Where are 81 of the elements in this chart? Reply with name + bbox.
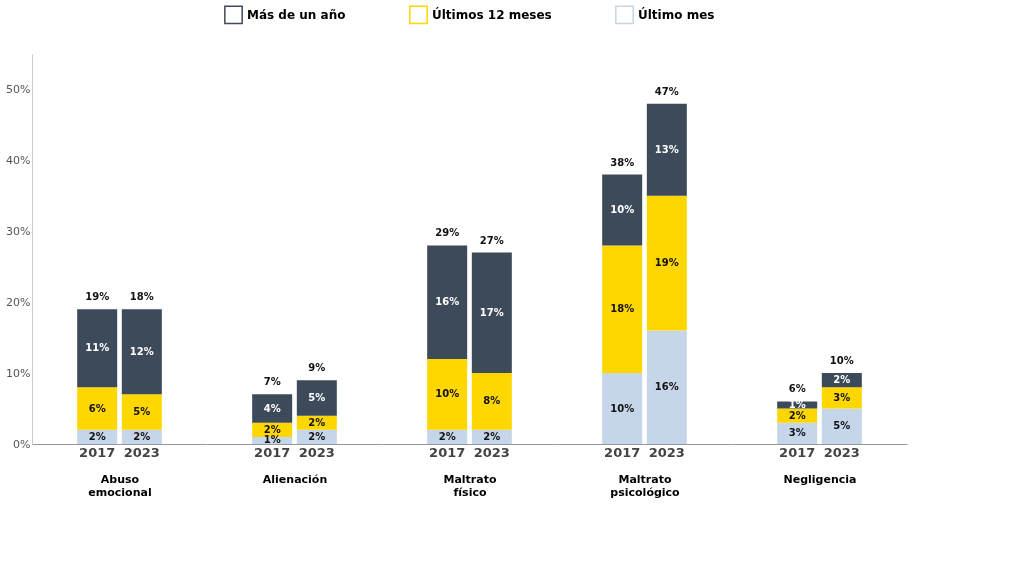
data-label: 2%	[308, 416, 326, 428]
bar	[427, 358, 468, 430]
bar	[471, 373, 512, 430]
data-label: 10%	[610, 204, 635, 215]
total-label: 47%	[654, 85, 679, 97]
bar	[427, 245, 468, 359]
total-label: 7%	[263, 376, 281, 388]
x-tick-label: 2017	[254, 444, 291, 460]
x-tick-label: 2017	[79, 444, 116, 460]
bar	[602, 174, 643, 246]
data-label: 17%	[479, 306, 504, 318]
data-label: 2%	[308, 430, 326, 442]
legend-label: Últimos 12 meses	[432, 6, 552, 22]
x-tick-label: 2023	[298, 444, 335, 460]
y-tick-label: 10%	[6, 366, 31, 380]
bar	[77, 309, 118, 388]
x-axis-title: Alienación	[262, 472, 328, 486]
data-label: 2%	[788, 409, 806, 421]
data-label: 5%	[308, 391, 326, 403]
x-axis-title: Maltrato psicológico	[610, 472, 681, 499]
bar	[646, 330, 687, 444]
data-label: 1%	[263, 434, 281, 446]
x-tick-label: 2017	[429, 444, 466, 460]
data-label: 5%	[133, 406, 151, 418]
data-label: 2%	[263, 423, 281, 435]
data-label: 18%	[610, 303, 635, 315]
bar	[646, 103, 687, 196]
y-tick-label: 50%	[6, 82, 31, 96]
y-tick-label: 30%	[6, 224, 31, 238]
bar	[602, 373, 643, 444]
data-label: 5%	[833, 420, 851, 432]
total-label: 27%	[479, 234, 504, 246]
x-axis-title: Negligencia	[783, 472, 857, 486]
y-tick-label: 0%	[13, 437, 31, 451]
data-label: 4%	[263, 402, 281, 414]
data-label: 8%	[483, 395, 501, 407]
x-tick-label: 2023	[473, 444, 510, 460]
bar	[471, 252, 512, 374]
total-label: 18%	[129, 291, 154, 303]
bar	[77, 387, 118, 430]
bar	[602, 245, 643, 374]
data-label: 16%	[654, 381, 679, 393]
data-label: 2%	[833, 374, 851, 386]
data-label: 2%	[438, 430, 456, 442]
x-tick-label: 2017	[779, 444, 816, 460]
data-label: 13%	[654, 143, 679, 155]
data-label: 3%	[833, 391, 851, 403]
y-tick-label: 20%	[6, 295, 31, 309]
legend-label: Más de un año	[247, 7, 346, 22]
data-label: 16%	[435, 296, 460, 308]
bar	[821, 408, 862, 444]
data-label: 2%	[88, 430, 106, 442]
data-label: 2%	[483, 430, 501, 442]
x-tick-label: 2023	[123, 444, 160, 460]
data-label: 10%	[610, 402, 635, 414]
x-tick-label: 2017	[604, 444, 641, 460]
data-label: 10%	[435, 388, 460, 400]
bar	[121, 394, 162, 430]
total-label: 38%	[610, 156, 635, 168]
bar	[252, 394, 293, 423]
data-label: 19%	[654, 257, 679, 269]
data-label: 12%	[129, 345, 154, 357]
total-label: 6%	[788, 383, 806, 395]
x-axis-title: Abuso emocional	[88, 472, 152, 499]
data-label: 3%	[788, 427, 806, 439]
bar	[296, 380, 337, 416]
x-axis-title: Maltrato físico	[443, 472, 497, 499]
total-label: 10%	[829, 355, 854, 367]
x-tick-label: 2023	[648, 444, 685, 460]
legend-label: Último mes	[638, 6, 715, 22]
data-label: 11%	[85, 342, 110, 354]
total-label: 19%	[85, 291, 110, 303]
x-tick-label: 2023	[823, 444, 860, 460]
total-label: 9%	[308, 362, 326, 374]
data-label: 6%	[88, 402, 106, 414]
total-label: 29%	[435, 227, 460, 239]
bar	[646, 195, 687, 331]
bar	[121, 309, 162, 395]
bar	[821, 387, 862, 409]
data-label: 2%	[133, 430, 151, 442]
y-tick-label: 40%	[6, 153, 31, 167]
